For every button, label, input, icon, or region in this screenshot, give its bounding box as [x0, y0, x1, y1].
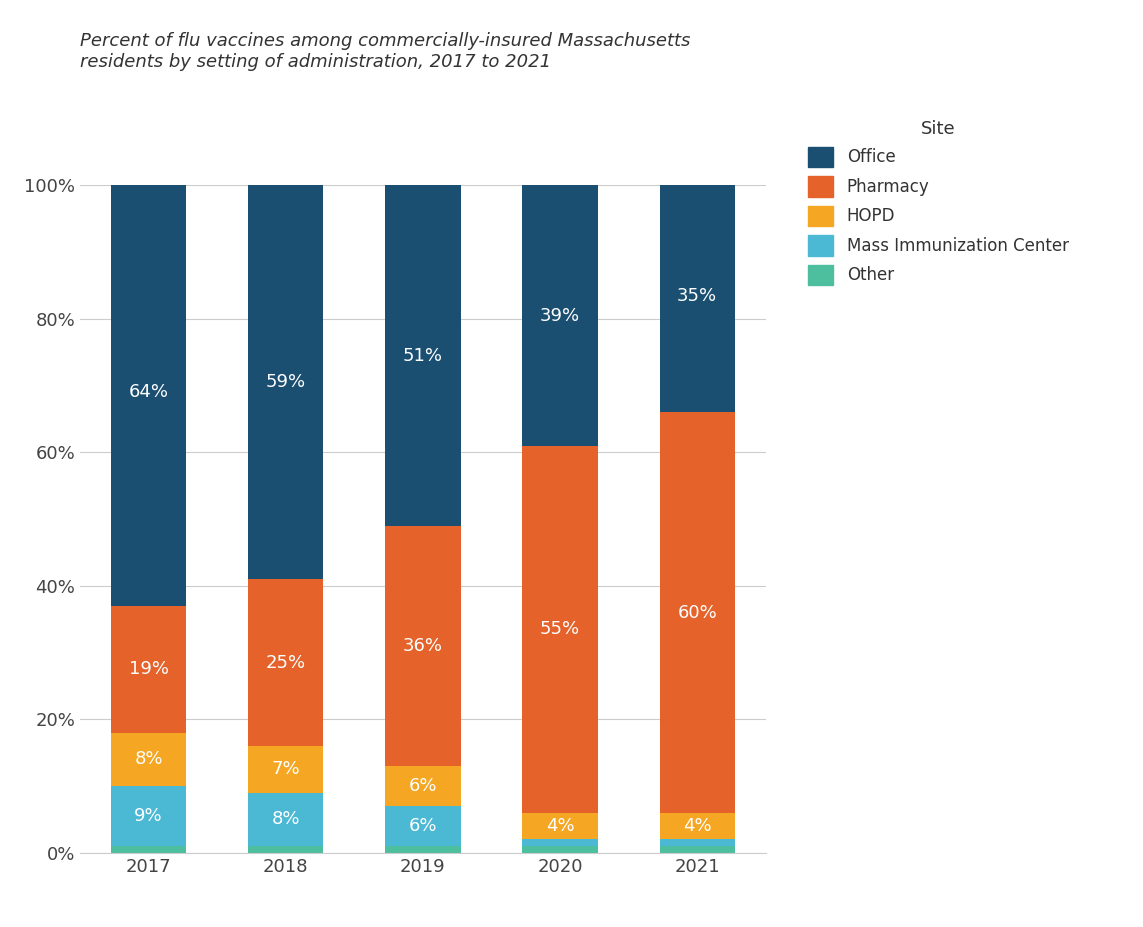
Bar	[660, 813, 735, 840]
Text: 4%: 4%	[545, 817, 575, 835]
Bar	[248, 846, 323, 853]
Text: 25%: 25%	[265, 654, 306, 672]
Text: 55%: 55%	[539, 620, 581, 639]
Text: Percent of flu vaccines among commercially-insured Massachusetts
residents by se: Percent of flu vaccines among commercial…	[80, 32, 690, 71]
Text: 4%: 4%	[682, 817, 712, 835]
Bar	[522, 185, 598, 446]
Bar	[660, 179, 735, 413]
Text: 8%: 8%	[135, 750, 162, 768]
Text: 8%: 8%	[272, 810, 299, 829]
Text: 59%: 59%	[265, 374, 306, 391]
Bar	[522, 813, 598, 840]
Bar	[248, 185, 323, 579]
Bar	[385, 806, 461, 846]
Bar	[385, 766, 461, 806]
Text: 9%: 9%	[134, 807, 163, 825]
Bar	[660, 840, 735, 846]
Bar	[660, 846, 735, 853]
Bar	[385, 526, 461, 766]
Text: 39%: 39%	[539, 307, 581, 324]
Text: 6%: 6%	[409, 817, 437, 835]
Text: 19%: 19%	[129, 660, 168, 679]
Text: 64%: 64%	[129, 383, 168, 401]
Bar	[385, 846, 461, 853]
Text: 7%: 7%	[271, 760, 301, 779]
Bar	[522, 840, 598, 846]
Text: 51%: 51%	[403, 347, 442, 364]
Text: 60%: 60%	[678, 603, 717, 622]
Legend: Office, Pharmacy, HOPD, Mass Immunization Center, Other: Office, Pharmacy, HOPD, Mass Immunizatio…	[808, 120, 1069, 286]
Bar	[111, 179, 186, 606]
Bar	[660, 413, 735, 813]
Text: 36%: 36%	[403, 637, 442, 655]
Bar	[522, 846, 598, 853]
Bar	[385, 185, 461, 526]
Text: 6%: 6%	[409, 777, 437, 795]
Text: 35%: 35%	[677, 286, 718, 305]
Bar	[111, 846, 186, 853]
Bar	[111, 606, 186, 732]
Bar	[248, 746, 323, 793]
Bar	[248, 579, 323, 746]
Bar	[111, 732, 186, 786]
Bar	[522, 446, 598, 813]
Bar	[248, 793, 323, 846]
Bar	[111, 786, 186, 846]
